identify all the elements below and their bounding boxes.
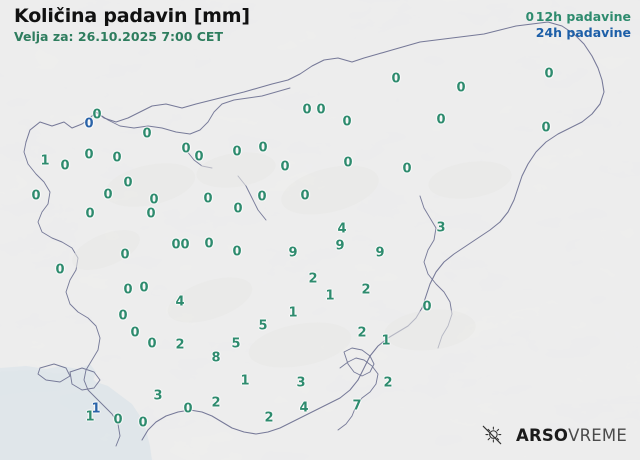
precip-value-12h-72: 0: [138, 415, 148, 431]
precip-value-12h-68: 2: [264, 410, 274, 426]
precip-value-12h-10: 0: [436, 112, 446, 128]
precip-value-12h-2: 0: [142, 126, 152, 142]
precip-value-12h-46: 0: [123, 282, 133, 298]
precip-value-12h-33: 0: [55, 262, 65, 278]
precip-value-12h-45: 2: [361, 282, 371, 298]
precip-value-12h-38: 9: [288, 245, 298, 261]
precip-value-12h-11: 1: [40, 153, 50, 169]
precip-value-12h-65: 3: [153, 388, 163, 404]
precip-value-12h-9: 0: [342, 114, 352, 130]
valid-time-label: Velja za: 26.10.2025 7:00 CET: [14, 29, 223, 44]
precip-value-12h-53: 5: [231, 336, 241, 352]
precip-value-12h-12: 0: [60, 158, 70, 174]
precip-value-12h-30: 0: [257, 189, 267, 205]
precip-value-12h-7: 0: [302, 102, 312, 118]
precip-value-12h-13: 0: [84, 147, 94, 163]
precip-value-12h-17: 0: [194, 149, 204, 165]
logo-text: ARSOVREME: [516, 426, 627, 445]
precip-value-12h-59: 8: [211, 350, 221, 366]
legend-label-24h: 24h padavine: [535, 25, 631, 40]
legend-item-24h: 24h padavine: [524, 25, 631, 40]
precip-value-12h-71: 0: [113, 412, 123, 428]
legend-label-12h: 12h padavine: [535, 9, 631, 24]
precip-value-12h-20: 0: [280, 159, 290, 175]
precip-value-12h-40: 9: [335, 238, 345, 254]
precip-value-12h-39: 4: [337, 221, 347, 237]
arso-vreme-logo: ARSOVREME: [481, 424, 627, 446]
map-header: Količina padavin [mm] Velja za: 26.10.20…: [14, 4, 250, 45]
precip-value-12h-48: 4: [175, 294, 185, 310]
precip-value-12h-47: 0: [139, 280, 149, 296]
precip-value-12h-3: 0: [391, 71, 401, 87]
precip-value-12h-41: 9: [375, 245, 385, 261]
precip-value-12h-52: 2: [175, 337, 185, 353]
precip-value-12h-5: 0: [544, 66, 554, 82]
legend: 0 12h padavine 24h padavine: [524, 9, 631, 40]
precip-value-12h-27: 0: [146, 206, 156, 222]
precip-value-12h-0: 0: [92, 107, 102, 123]
precip-value-12h-15: 0: [123, 175, 133, 191]
precip-value-24h-1: 0: [84, 116, 94, 132]
precip-value-24h-69: 1: [91, 401, 101, 417]
precip-value-12h-62: 4: [299, 400, 309, 416]
precip-value-12h-34: 0: [171, 237, 181, 253]
logo-text-light: VREME: [568, 425, 627, 445]
precip-value-12h-60: 1: [240, 373, 250, 389]
precip-value-12h-36: 0: [204, 236, 214, 252]
precip-value-12h-23: 0: [31, 188, 41, 204]
legend-swatch-12h: 0: [525, 10, 534, 24]
precip-value-12h-57: 2: [357, 325, 367, 341]
precip-value-12h-50: 0: [130, 325, 140, 341]
page-title: Količina padavin [mm]: [14, 5, 250, 27]
precip-value-12h-61: 3: [296, 375, 306, 391]
precip-value-12h-63: 7: [352, 398, 362, 414]
precip-value-12h-19: 0: [258, 140, 268, 156]
precip-value-12h-66: 0: [183, 401, 193, 417]
precip-value-12h-16: 0: [181, 141, 191, 157]
logo-text-bold: ARSO: [515, 425, 569, 445]
precip-value-12h-49: 0: [118, 308, 128, 324]
precip-value-12h-58: 0: [422, 299, 432, 315]
precip-value-12h-37: 0: [232, 244, 242, 260]
precip-value-12h-24: 0: [85, 206, 95, 222]
precip-value-12h-67: 2: [211, 395, 221, 411]
precip-value-12h-42: 3: [436, 220, 446, 236]
precip-value-12h-21: 0: [343, 155, 353, 171]
precip-value-12h-51: 0: [147, 336, 157, 352]
precip-value-12h-28: 0: [203, 191, 213, 207]
precip-value-12h-6: 0: [541, 120, 551, 136]
precip-value-12h-32: 0: [120, 247, 130, 263]
precip-value-12h-25: 0: [103, 187, 113, 203]
precip-value-12h-55: 1: [288, 305, 298, 321]
precip-value-12h-4: 0: [456, 80, 466, 96]
precip-value-12h-56: 1: [381, 333, 391, 349]
precip-value-12h-54: 5: [258, 318, 268, 334]
precip-value-12h-70: 1: [85, 409, 95, 425]
precip-value-12h-8: 0: [316, 102, 326, 118]
precip-value-12h-14: 0: [112, 150, 122, 166]
precip-value-12h-31: 0: [300, 188, 310, 204]
precip-value-12h-43: 2: [308, 271, 318, 287]
precip-value-12h-64: 2: [383, 375, 393, 391]
sun-weather-icon: [482, 425, 502, 445]
precip-value-12h-29: 0: [233, 201, 243, 217]
precip-value-12h-18: 0: [232, 144, 242, 160]
precip-value-12h-22: 0: [402, 161, 412, 177]
legend-item-12h: 0 12h padavine: [524, 9, 631, 25]
precip-value-12h-26: 0: [149, 192, 159, 208]
precip-value-12h-44: 1: [325, 288, 335, 304]
precip-value-12h-35: 0: [180, 237, 190, 253]
